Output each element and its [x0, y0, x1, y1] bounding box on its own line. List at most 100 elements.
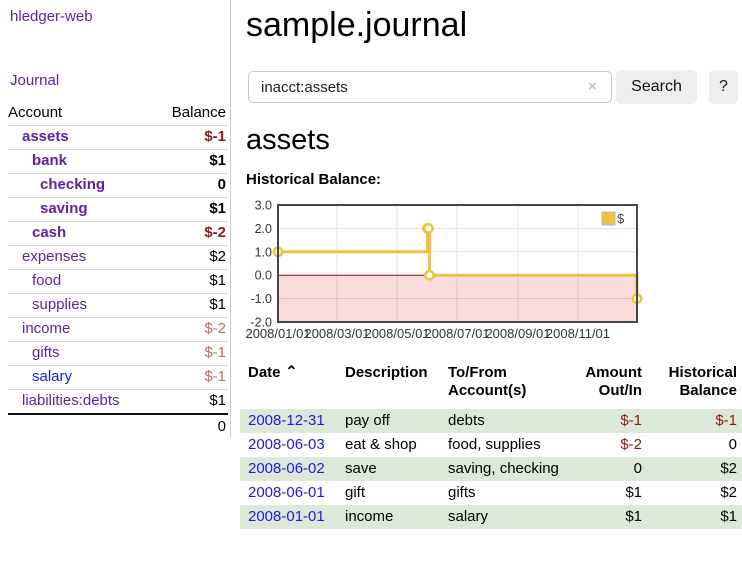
account-link-salary[interactable]: salary [32, 368, 73, 385]
transaction-balance: 0 [728, 436, 737, 453]
svg-text:3.0: 3.0 [255, 199, 272, 213]
transaction-amount: $-1 [620, 412, 642, 429]
register-header: Date ⌃ Description To/From Account(s) Am… [240, 362, 742, 409]
account-balance: $-2 [204, 224, 226, 241]
account-row: supplies $1 [8, 293, 228, 317]
transaction-accounts: saving, checking [448, 460, 559, 477]
search-button[interactable]: Search [616, 70, 697, 104]
transaction-amount: $1 [625, 484, 642, 501]
register-row: 2008-06-01 gift gifts $1 $2 [240, 481, 742, 505]
transaction-date-link[interactable]: 2008-01-01 [248, 508, 325, 525]
sidebar: hledger-web Journal Account Balance asse… [0, 0, 231, 437]
transaction-amount: $-2 [620, 436, 642, 453]
register-header-date[interactable]: Date ⌃ [248, 364, 299, 381]
transaction-date-link[interactable]: 2008-06-02 [248, 460, 325, 477]
svg-text:-2.0: -2.0 [250, 316, 272, 330]
transaction-date: 2008-06-03 [240, 433, 345, 457]
account-heading: assets [246, 124, 330, 156]
account-balance: $1 [209, 200, 226, 217]
transaction-accounts: gifts [448, 484, 476, 501]
register-row: 2008-06-03 eat & shop food, supplies $-2 0 [240, 433, 742, 457]
accounts-table: Account Balance assets $-1 bank $1 checking 0… [8, 102, 228, 436]
help-button[interactable]: ? [709, 70, 738, 104]
account-balance: $-2 [204, 320, 226, 337]
transaction-date: 2008-06-01 [240, 481, 345, 505]
account-balance: $1 [209, 392, 226, 409]
sidebar-item-journal[interactable]: Journal [10, 72, 60, 89]
transaction-amount: 0 [633, 460, 642, 477]
account-link-food[interactable]: food [32, 272, 62, 289]
account-row: saving $1 [8, 197, 228, 221]
register-body: 2008-12-31 pay off debts $-1 $-1 2008-06-03 ea… [240, 409, 742, 529]
accounts-header-account: Account [8, 104, 63, 121]
accounts-total: 0 [8, 413, 228, 436]
register-row: 2008-01-01 income salary $1 $1 [240, 505, 742, 529]
transaction-accounts: food, supplies [448, 436, 541, 453]
account-link-checking[interactable]: checking [40, 176, 106, 193]
svg-text:2008/03/01: 2008/03/01 [304, 326, 369, 341]
account-link-income[interactable]: income [22, 320, 71, 337]
register-header-balance: Historical Balance [668, 364, 737, 399]
register-row: 2008-12-31 pay off debts $-1 $-1 [240, 409, 742, 433]
account-balance: $-1 [204, 368, 226, 385]
transaction-description: eat & shop [345, 436, 417, 453]
account-row: salary $-1 [8, 365, 228, 389]
account-link-cash[interactable]: cash [32, 224, 67, 241]
transaction-description: save [345, 460, 377, 477]
page-title: sample.journal [246, 6, 468, 44]
account-link-gifts[interactable]: gifts [32, 344, 60, 361]
account-link-saving[interactable]: saving [40, 200, 88, 217]
account-link-liabilities-debts[interactable]: liabilities:debts [22, 392, 120, 409]
accounts-header-balance: Balance [171, 104, 226, 121]
account-link-bank[interactable]: bank [32, 152, 68, 169]
transaction-balance: $-1 [715, 412, 737, 429]
account-balance: $1 [209, 152, 226, 169]
register-header-amount: Amount Out/In [585, 364, 642, 399]
svg-text:$: $ [617, 211, 625, 226]
transaction-balance: $2 [720, 484, 737, 501]
account-row: bank $1 [8, 149, 228, 173]
transaction-accounts: salary [448, 508, 489, 525]
account-row: liabilities:debts $1 [8, 389, 228, 413]
app-brand-link[interactable]: hledger-web [10, 8, 93, 25]
account-balance: $-1 [204, 128, 226, 145]
account-link-assets[interactable]: assets [22, 128, 69, 145]
transaction-date: 2008-01-01 [240, 505, 345, 529]
transaction-date-link[interactable]: 2008-12-31 [248, 412, 325, 429]
transaction-date-link[interactable]: 2008-06-03 [248, 436, 325, 453]
transaction-date-link[interactable]: 2008-06-01 [248, 484, 325, 501]
account-link-expenses[interactable]: expenses [22, 248, 87, 265]
transaction-description: gift [345, 484, 366, 501]
account-link-supplies[interactable]: supplies [32, 296, 88, 313]
clear-search-icon[interactable]: × [588, 78, 597, 95]
accounts-table-body: assets $-1 bank $1 checking 0 saving $1 cash $-2 e… [8, 125, 228, 413]
account-balance: $1 [209, 272, 226, 289]
account-row: expenses $2 [8, 245, 228, 269]
svg-text:-1.0: -1.0 [250, 292, 272, 306]
transaction-balance: $1 [720, 508, 737, 525]
transaction-date: 2008-12-31 [240, 409, 345, 433]
search-form: × Search ? [248, 70, 742, 104]
chart-title: Historical Balance: [246, 171, 382, 188]
transaction-balance: $2 [720, 460, 737, 477]
transaction-amount: $1 [625, 508, 642, 525]
transaction-description: income [345, 508, 394, 525]
account-row: income $-2 [8, 317, 228, 341]
svg-text:2008/07/01: 2008/07/01 [424, 326, 489, 341]
accounts-table-header: Account Balance [8, 102, 228, 125]
register-header-description: Description [345, 364, 428, 381]
account-row: gifts $-1 [8, 341, 228, 365]
account-row: checking 0 [8, 173, 228, 197]
svg-text:2008/09/01: 2008/09/01 [485, 326, 550, 341]
transaction-date: 2008-06-02 [240, 457, 345, 481]
register-row: 2008-06-02 save saving, checking 0 $2 [240, 457, 742, 481]
transaction-accounts: debts [448, 412, 485, 429]
account-row: cash $-2 [8, 221, 228, 245]
account-row: assets $-1 [8, 125, 228, 149]
svg-text:2008/05/01: 2008/05/01 [364, 326, 429, 341]
search-input[interactable] [248, 71, 612, 103]
chart-canvas: $3.0 2.0 1.0 0.0 -1.0 -2.02008/01/012008/03/0… [245, 199, 643, 341]
account-balance: 0 [217, 176, 226, 193]
register-header-accounts: To/From Account(s) [448, 364, 527, 399]
svg-text:2.0: 2.0 [255, 222, 272, 236]
